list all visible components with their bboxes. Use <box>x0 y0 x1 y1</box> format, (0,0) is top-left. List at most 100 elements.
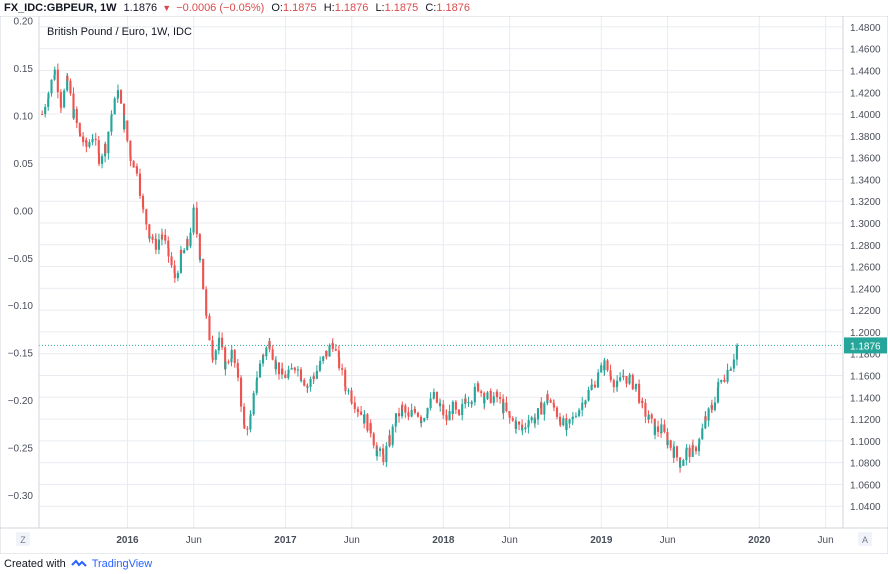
candle-body <box>281 368 284 375</box>
right-tick-label: 1.4200 <box>850 88 881 99</box>
candle-body <box>729 368 732 371</box>
candle-body <box>328 345 331 357</box>
left-tick-label: 0.00 <box>14 206 34 217</box>
footer-brand[interactable]: TradingView <box>91 558 153 570</box>
candle-body <box>119 90 123 104</box>
candle-body <box>303 380 306 386</box>
candle-body <box>382 448 385 455</box>
candle-body <box>717 382 720 388</box>
candle-body <box>590 384 593 386</box>
candle-body <box>363 414 366 424</box>
candle-body <box>60 106 63 108</box>
candle-body <box>132 161 135 168</box>
time-tick-label: 2017 <box>274 535 297 546</box>
candle-body <box>401 405 404 407</box>
candle-body <box>97 153 101 164</box>
high-value: 1.1876 <box>334 2 369 14</box>
candle-body <box>701 428 704 440</box>
candle-body <box>502 402 505 413</box>
candle-body <box>50 79 53 94</box>
last-price-text: 1.1876 <box>123 2 158 14</box>
candle-body <box>549 400 552 403</box>
candle-body <box>227 361 230 363</box>
candle-body <box>123 120 126 130</box>
candle-body <box>565 423 568 430</box>
candle-body <box>82 136 85 143</box>
candle-body <box>230 349 233 359</box>
candle-body <box>97 140 100 154</box>
candle-body <box>299 369 303 381</box>
low-value: 1.1875 <box>384 2 419 14</box>
candle-body <box>492 396 495 403</box>
candle-body <box>91 138 94 140</box>
left-tick-label: 0.15 <box>14 64 34 75</box>
left-tick-label: −0.05 <box>8 254 34 265</box>
candle-body <box>151 236 154 240</box>
candle-body <box>173 273 176 279</box>
candle-body <box>562 418 565 426</box>
left-tick-label: 0.05 <box>14 159 34 170</box>
candle-body <box>211 357 214 360</box>
candle-body <box>192 207 195 209</box>
candle-body <box>505 402 508 412</box>
right-tick-label: 1.4800 <box>850 23 881 34</box>
candle-body <box>587 390 590 401</box>
candle-body <box>669 440 672 448</box>
candle-body <box>116 90 120 98</box>
candle-body <box>249 414 252 417</box>
candle-body <box>420 421 423 423</box>
candle-body <box>344 369 347 387</box>
right-tick-label: 1.4600 <box>850 45 881 56</box>
candle-body <box>521 424 524 430</box>
symbol-name[interactable]: FX_IDC:GBPEUR, 1W <box>4 2 117 14</box>
candle-body <box>435 391 438 403</box>
candle-body <box>710 405 713 410</box>
candle-body <box>129 140 132 157</box>
candle-body <box>258 363 262 378</box>
candle-body <box>543 403 546 415</box>
auto-scale-button[interactable]: A <box>858 532 872 546</box>
candle-body <box>369 423 372 434</box>
candle-body <box>467 402 470 404</box>
candle-body <box>44 106 47 115</box>
candle-body <box>331 343 334 350</box>
candle-body <box>161 234 164 236</box>
chart-title: British Pound / Euro, 1W, IDC <box>47 26 192 38</box>
candle-body <box>309 378 312 387</box>
candle-body <box>211 340 214 358</box>
right-tick-label: 1.2800 <box>850 241 881 252</box>
timezone-button[interactable]: Z <box>16 532 30 546</box>
candle-body <box>47 93 50 99</box>
candle-body <box>271 349 274 360</box>
candle-body <box>344 386 347 391</box>
price-chart[interactable]: British Pound / Euro, 1W, IDC 0.200.150.… <box>0 16 888 554</box>
right-tick-label: 1.3400 <box>850 175 881 186</box>
time-tick-label: 2018 <box>432 535 455 546</box>
candle-body <box>442 404 445 416</box>
candle-body <box>382 454 385 463</box>
candle-body <box>736 345 739 347</box>
candle-body <box>148 236 151 239</box>
time-tick-label: Jun <box>502 535 518 546</box>
candle-body <box>663 424 666 433</box>
candle-body <box>477 383 480 392</box>
candle-body <box>616 380 619 387</box>
time-tick-label: 2020 <box>748 535 771 546</box>
candle-body <box>78 123 81 133</box>
candle-body <box>230 358 233 363</box>
candle-body <box>56 69 59 93</box>
candle-body <box>682 460 685 466</box>
candle-body <box>675 446 679 458</box>
candle-body <box>141 195 145 208</box>
tradingview-logo-icon <box>71 559 87 567</box>
candle-body <box>300 380 303 382</box>
candle-body <box>574 415 577 417</box>
candle-body <box>277 362 281 375</box>
candle-body <box>53 74 56 80</box>
right-tick-label: 1.2200 <box>850 306 881 317</box>
candle-body <box>104 144 107 154</box>
candle-body <box>394 413 398 424</box>
candle-body <box>195 207 198 235</box>
candle-body <box>470 402 473 404</box>
candle-body <box>350 402 353 404</box>
